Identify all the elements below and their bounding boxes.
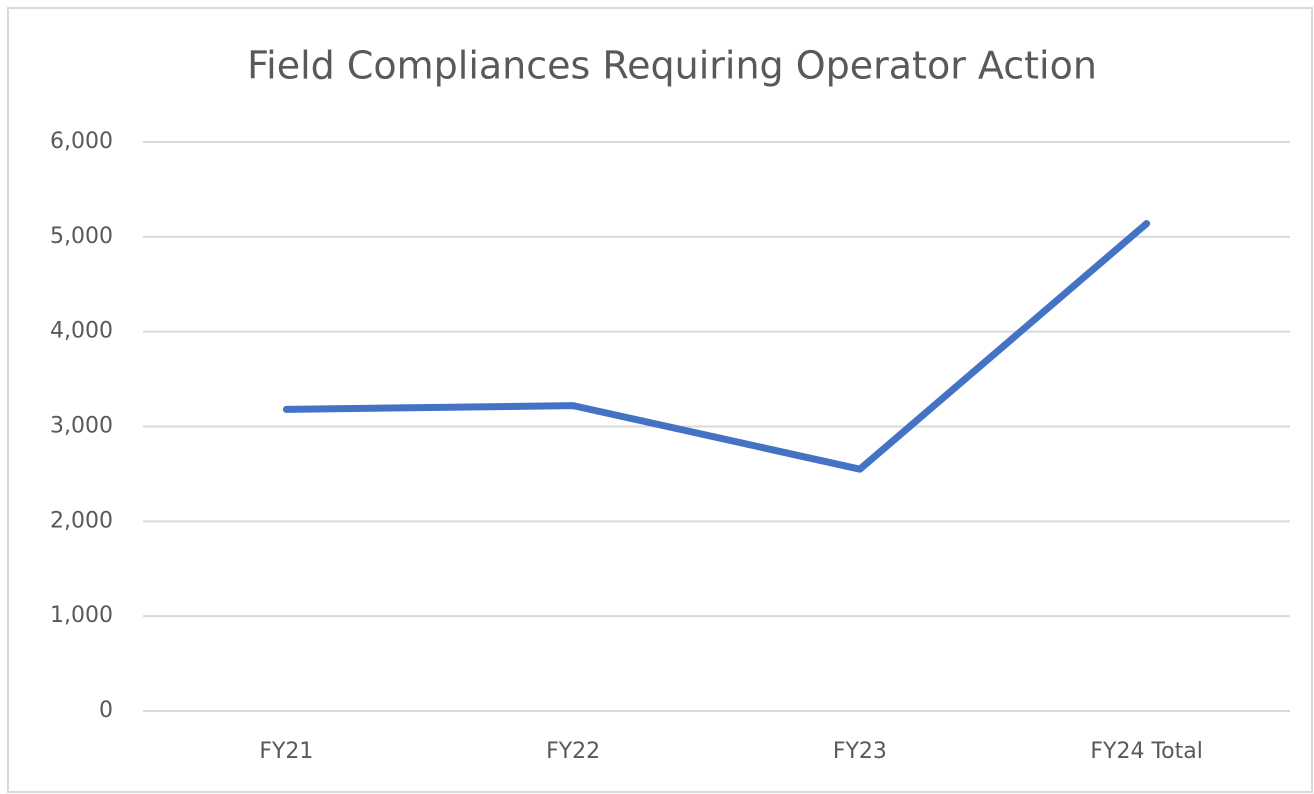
line-series [282, 220, 1151, 473]
y-tick-label: 3,000 [50, 414, 113, 439]
chart-border [7, 7, 1313, 793]
y-tick-label: 4,000 [50, 319, 113, 344]
y-tick-label: 5,000 [50, 224, 113, 249]
chart-title: Field Compliances Requiring Operator Act… [247, 44, 1097, 88]
y-tick-label: 1,000 [50, 603, 113, 628]
y-tick-label: 2,000 [50, 508, 113, 533]
x-tick-label: FY23 [833, 739, 887, 764]
x-tick-label: FY22 [546, 739, 600, 764]
y-tick-label: 0 [99, 698, 113, 723]
y-tick-label: 6,000 [50, 129, 113, 154]
x-tick-label: FY24 Total [1090, 739, 1202, 764]
x-tick-label: FY21 [259, 739, 313, 764]
